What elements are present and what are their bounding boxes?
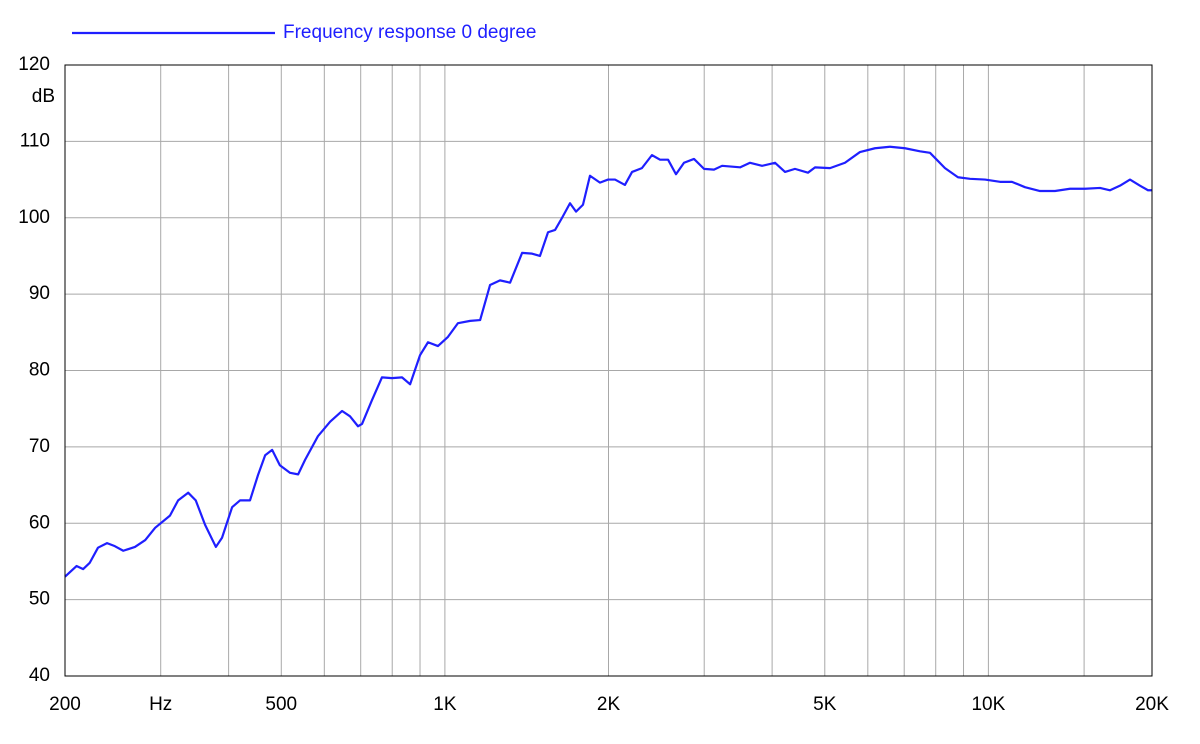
x-tick-label: 1K — [433, 694, 457, 715]
y-axis-label: dB — [32, 86, 55, 107]
legend-label: Frequency response 0 degree — [283, 22, 537, 43]
x-tick-label: Hz — [149, 694, 172, 715]
x-tick-label: 10K — [971, 694, 1005, 715]
y-tick-label: 70 — [29, 436, 50, 457]
x-tick-label: 500 — [265, 694, 297, 715]
x-tick-label: 5K — [813, 694, 837, 715]
y-tick-label: 110 — [20, 130, 50, 151]
y-tick-label: 50 — [29, 589, 50, 610]
x-tick-label: 20K — [1135, 694, 1169, 715]
plot-frame — [64, 64, 1153, 677]
x-tick-label: 2K — [597, 694, 621, 715]
plot — [64, 145, 1152, 578]
y-tick-label: 100 — [18, 207, 50, 228]
x-tick-label: 200 — [49, 694, 81, 715]
y-tick-label: 80 — [29, 360, 50, 381]
y-tick-label: 90 — [29, 283, 50, 304]
y-tick-label: 120 — [18, 54, 50, 75]
y-tick-label: 60 — [29, 512, 50, 533]
grid — [64, 64, 1153, 677]
data-line — [64, 145, 1152, 578]
legend: Frequency response 0 degree — [72, 22, 537, 43]
y-tick-label: 40 — [29, 665, 50, 686]
